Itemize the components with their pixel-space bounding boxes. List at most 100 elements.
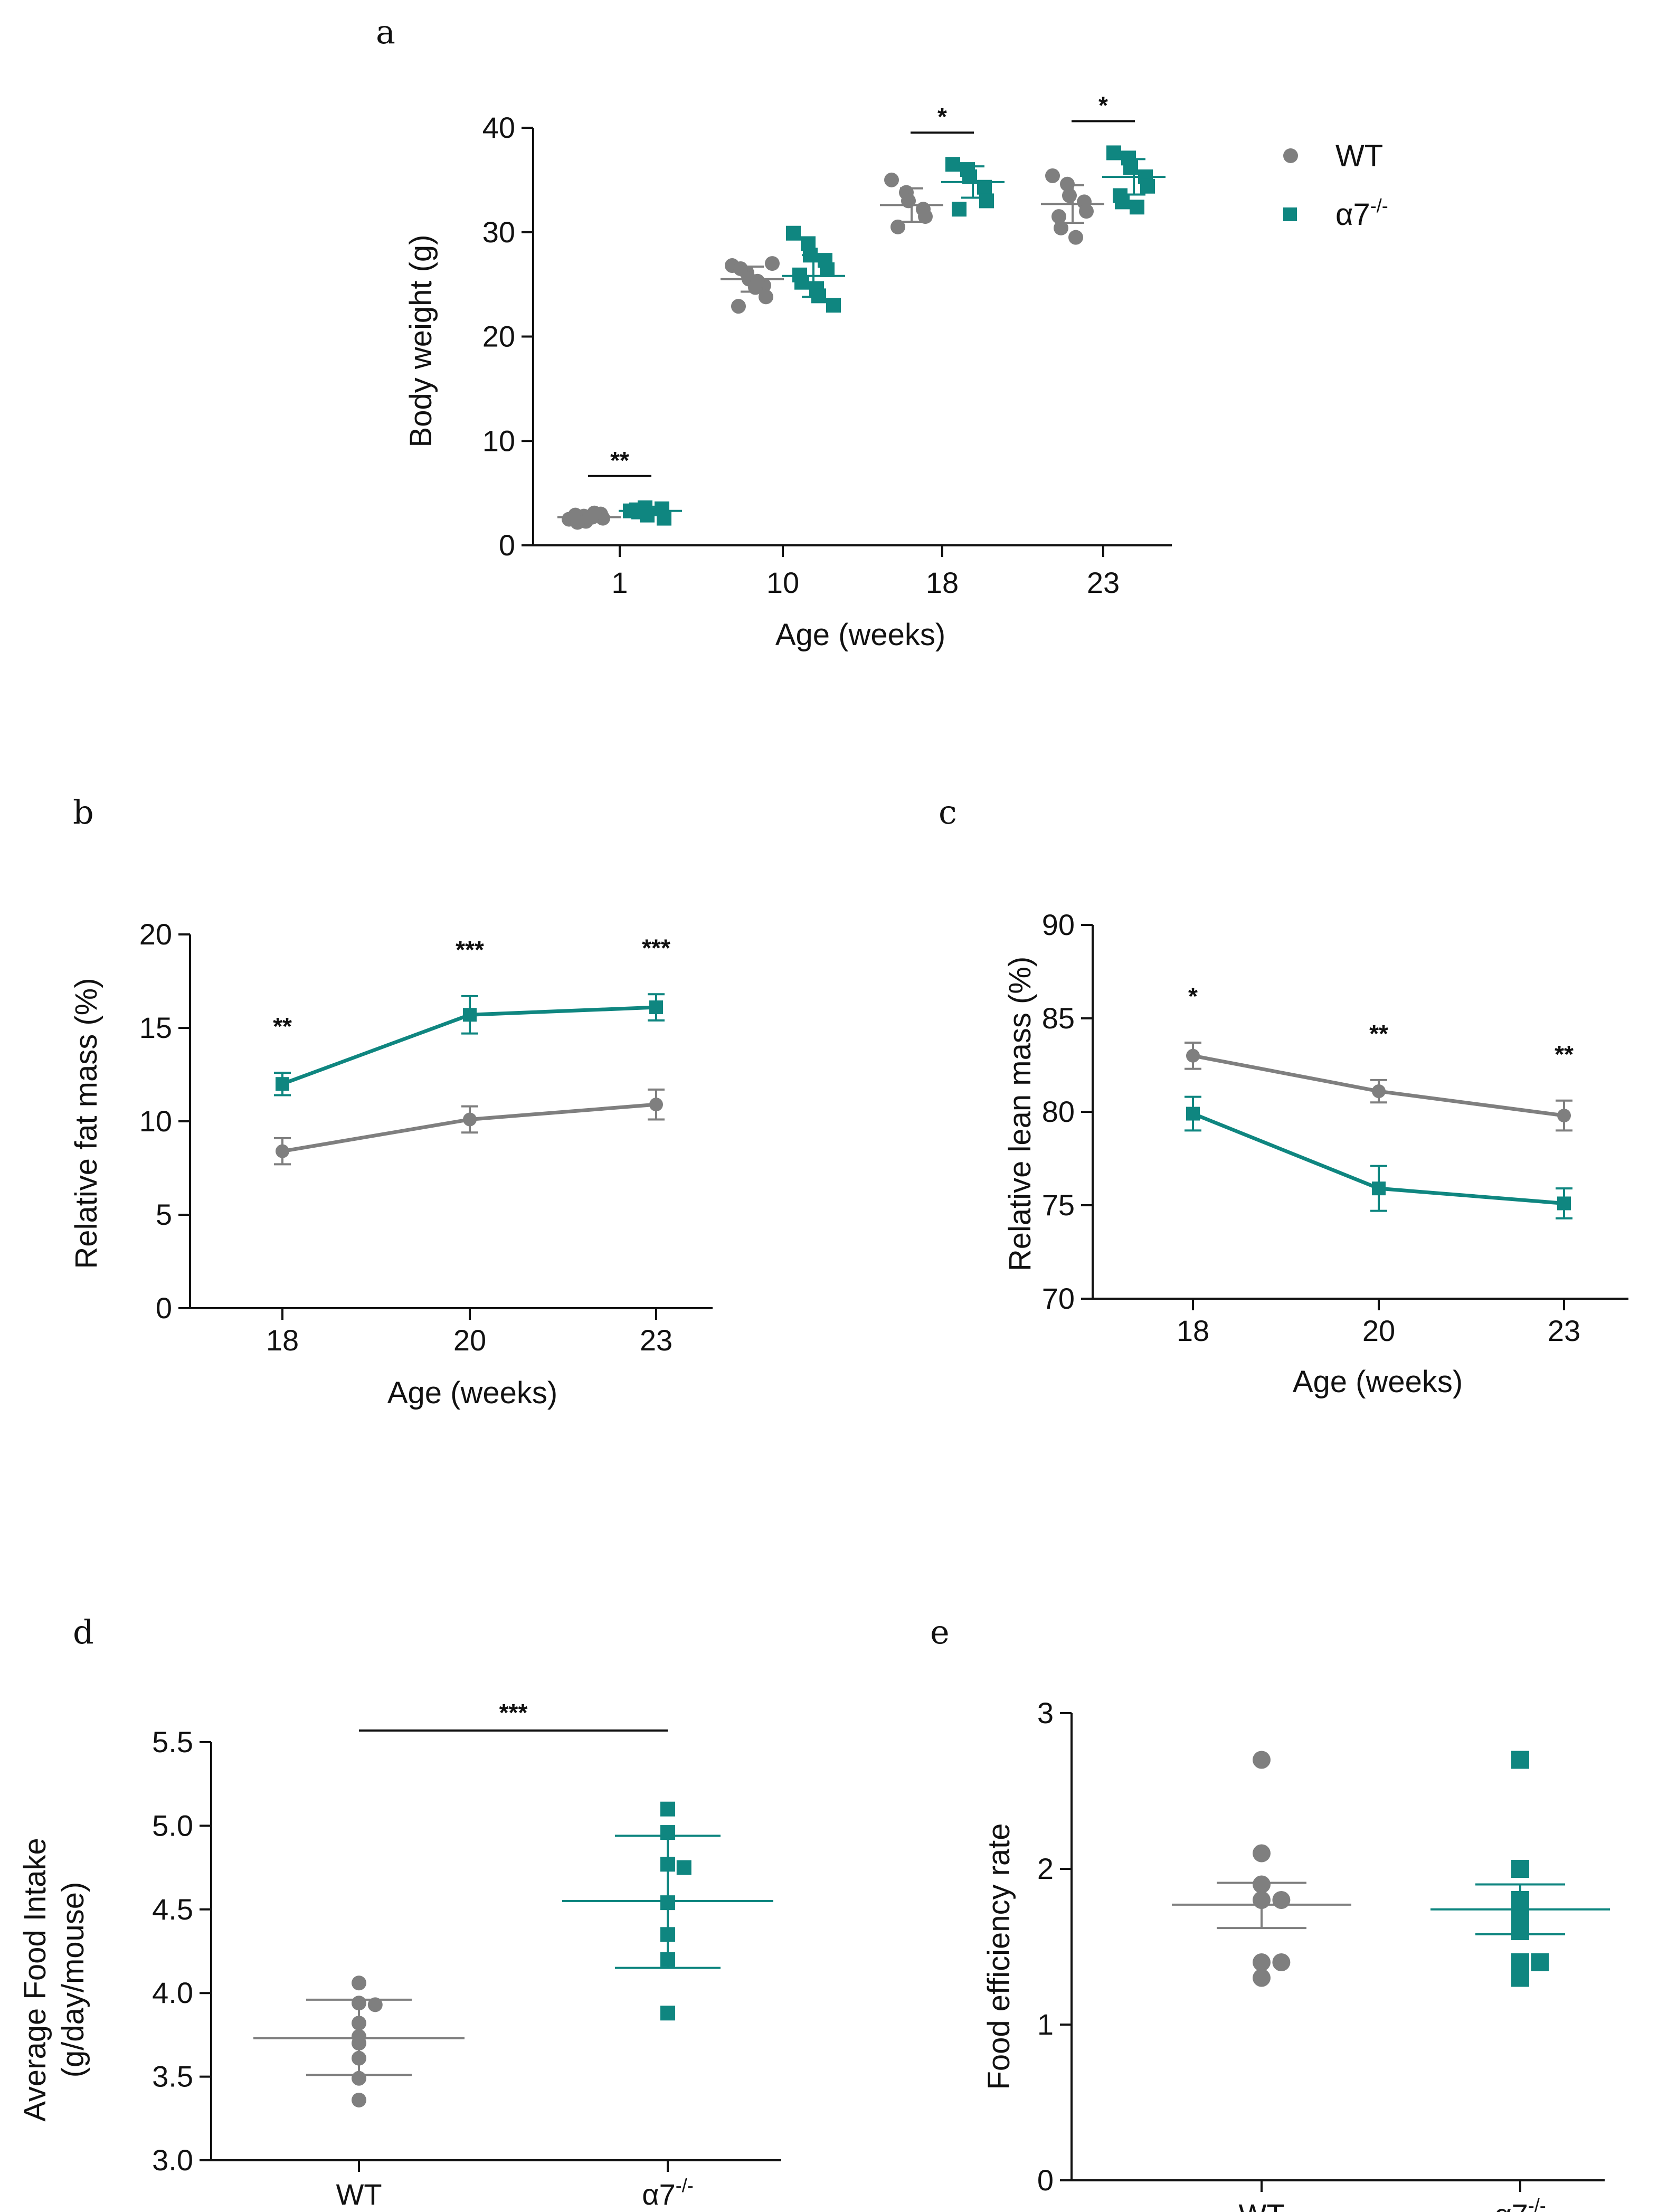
panel-a-y-tick-label: 40 <box>482 111 515 144</box>
panel-a-significance-label: * <box>1098 91 1108 119</box>
panel-e-point <box>1272 1891 1291 1909</box>
panel-c-ylabel: Relative lean mass (%) <box>1003 957 1037 1271</box>
panel-a-point <box>733 261 748 276</box>
panel-letter-b: b <box>73 793 94 831</box>
panel-letter-c: c <box>939 793 957 831</box>
panel-e-point <box>1531 1953 1549 1971</box>
panel-d-point <box>660 1801 675 1817</box>
panel-e-point <box>1511 1860 1529 1878</box>
panel-c-point <box>1557 1109 1571 1123</box>
panel-d-point <box>676 1860 691 1875</box>
panel-c-significance-label: ** <box>1555 1041 1574 1068</box>
panel-d-x-tick-text: WT <box>336 2178 382 2211</box>
panel-b-significance-label: ** <box>273 1013 292 1040</box>
panel-e-point <box>1272 1953 1291 1971</box>
panel-e-y-tick-label: 2 <box>1037 1852 1054 1885</box>
panel-a-point <box>1115 194 1130 210</box>
panel-a-x-tick-label: 18 <box>926 566 959 599</box>
legend-ko-text: α7 <box>1335 197 1370 232</box>
panel-d-y-tick-label: 4.0 <box>152 1976 193 2009</box>
panel-a-point <box>750 273 765 289</box>
panel-d-ylabel: Average Food Intake <box>18 1838 52 2121</box>
panel-c-point <box>1372 1181 1386 1196</box>
panel-c-point <box>1186 1048 1200 1063</box>
panel-e-y-tick-label: 3 <box>1037 1696 1054 1729</box>
panel-b-x-tick-label: 20 <box>453 1324 486 1357</box>
panel-a-point <box>1106 145 1121 160</box>
legend-ko-marker <box>1283 207 1297 221</box>
panel-a-point <box>731 299 746 314</box>
panel-a-significance-label: ** <box>610 447 629 474</box>
panel-a-point <box>1130 200 1144 215</box>
panel-d-x-tick-label: α7-/- <box>642 2175 694 2211</box>
panel-a-point <box>759 289 773 305</box>
panel-a-point <box>890 219 905 234</box>
panel-c-x-tick-label: 23 <box>1548 1314 1580 1347</box>
panel-c-point <box>1186 1107 1200 1121</box>
panel-d-y-tick-label: 3.0 <box>152 2143 193 2177</box>
panel-c-y-tick-label: 90 <box>1042 908 1075 941</box>
panel-b-x-tick-label: 18 <box>266 1324 299 1357</box>
panel-c-y-tick-label: 75 <box>1042 1188 1075 1222</box>
panel-b-y-tick-label: 10 <box>139 1104 172 1138</box>
panel-c-x-tick-label: 18 <box>1177 1314 1209 1347</box>
legend-ko-superscript: -/- <box>1370 195 1388 216</box>
panel-e-point <box>1253 1953 1271 1971</box>
panel-a-point <box>794 275 809 290</box>
panel-d-food-intake-chart: 3.0 3.5 4.0 4.5 5.0 5.5 WT α7-/- *** <box>152 1699 781 2211</box>
panel-a-point <box>786 225 801 241</box>
legend-wt-marker <box>1283 148 1298 163</box>
panel-a-point <box>884 172 899 187</box>
panel-a-x-tick-label: 23 <box>1087 566 1120 599</box>
panel-d-point <box>660 2006 675 2021</box>
panel-b-significance-label: *** <box>642 934 670 961</box>
panel-d-x-tick-text: α7 <box>642 2178 676 2211</box>
panel-c-point <box>1372 1084 1386 1099</box>
panel-b-ylabel: Relative fat mass (%) <box>69 978 103 1269</box>
panel-e-point <box>1253 1969 1271 1987</box>
panel-a-point <box>765 256 780 271</box>
panel-c-y-tick-label: 70 <box>1042 1282 1075 1315</box>
panel-b-y-tick-label: 5 <box>156 1198 172 1231</box>
panel-e-point <box>1253 1844 1271 1863</box>
panel-a-point <box>1045 168 1060 183</box>
panel-d-y-tick-label: 5.5 <box>152 1725 193 1759</box>
panel-letter-e: e <box>930 1613 950 1651</box>
panel-a-y-tick-label: 30 <box>482 215 515 249</box>
panel-d-ylabel-units: (g/day/mouse) <box>56 1882 90 2078</box>
panel-e-x-tick-superscript: -/- <box>1528 2195 1546 2212</box>
panel-e-x-tick-label: WT <box>1238 2198 1284 2212</box>
panel-d-significance-label: *** <box>499 1699 528 1726</box>
panel-b-point <box>276 1144 289 1158</box>
panel-a-point <box>826 298 841 313</box>
panel-b-point <box>649 1000 663 1015</box>
panel-d-y-tick-label: 5.0 <box>152 1809 193 1842</box>
panel-c-point <box>1557 1196 1571 1211</box>
panel-c-y-tick-label: 80 <box>1042 1095 1075 1128</box>
panel-a-point <box>1079 204 1094 219</box>
panel-a-xlabel: Age (weeks) <box>775 618 945 652</box>
panel-e-point <box>1253 1751 1271 1769</box>
panel-e-point <box>1511 1969 1529 1987</box>
legend-ko-label: α7-/- <box>1335 195 1388 232</box>
panel-e-point <box>1511 1751 1529 1769</box>
panel-a-point <box>820 262 835 277</box>
panel-a-point <box>945 157 960 172</box>
panel-c-y-tick-label: 85 <box>1042 1001 1075 1035</box>
panel-a-y-tick-label: 0 <box>499 528 515 562</box>
panel-a-y-tick-label: 20 <box>482 320 515 353</box>
panel-e-y-tick-label: 1 <box>1037 2008 1054 2041</box>
panel-a-point <box>918 209 933 224</box>
panel-a-point <box>1123 160 1138 175</box>
panel-b-point <box>649 1098 663 1112</box>
panel-a-significance-label: * <box>937 103 947 130</box>
panel-e-ylabel: Food efficiency rate <box>982 1823 1016 2090</box>
panel-e-y-tick-label: 0 <box>1037 2163 1054 2197</box>
panel-d-x-tick-superscript: -/- <box>676 2175 694 2196</box>
panel-d-y-tick-label: 4.5 <box>152 1893 193 1926</box>
panel-b-y-tick-label: 0 <box>156 1291 172 1325</box>
panel-a-point <box>979 193 994 209</box>
